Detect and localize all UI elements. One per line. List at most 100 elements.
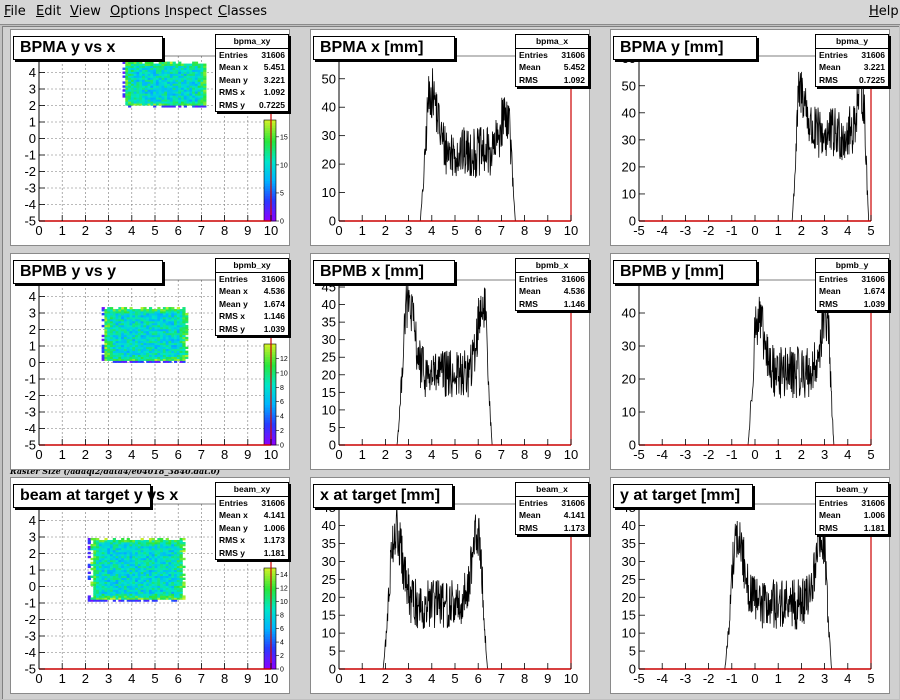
stats-value: 4.536	[263, 286, 285, 296]
colorbar-tick-label: 10	[280, 599, 288, 606]
pad-beam_xy[interactable]: 0 2 4 6 8 10 12 14 0 1 2 3 4 5 6 7 8 9 10 -5 -4 -3 -2 -1 0 1 2 3 4 be…	[10, 477, 290, 694]
y-tick-label: 5	[329, 644, 336, 659]
stats-key: RMS	[519, 74, 538, 85]
x-tick-label: -3	[680, 223, 692, 238]
plot-svg[interactable]: -5-4-3-2-1012345051015202530354045	[611, 478, 891, 695]
stats-key: Mean	[519, 286, 541, 296]
heatmap-cells	[122, 61, 207, 108]
y-tick-label: 15	[322, 608, 336, 623]
stats-value: 1.146	[263, 311, 285, 321]
stats-row: RMS x 1.092	[216, 86, 288, 99]
y-tick-label: 3	[29, 82, 36, 97]
x-tick-label: 3	[821, 223, 828, 238]
menu-view[interactable]: View	[70, 4, 101, 19]
pad-bpmb_xy[interactable]: 0 2 4 6 8 10 12 0 1 2 3 4 5 6 7 8 9 10 -5 -4 -3 -2 -1 0 1 2 3 4 BPMB…	[10, 253, 290, 470]
x-tick-label: 0	[35, 447, 42, 462]
x-tick-label: 5	[151, 447, 158, 462]
y-tick-label: 0	[29, 579, 36, 594]
plot-svg[interactable]: -5-4-3-2-10123450102030405060	[611, 30, 891, 247]
pad-beam_y[interactable]: -5-4-3-2-1012345051015202530354045y at t…	[610, 477, 890, 694]
stats-row: Entries 31606	[216, 497, 288, 510]
y-tick-label: 0	[29, 355, 36, 370]
menu-file[interactable]: File	[4, 4, 26, 19]
x-tick-label: -2	[703, 223, 715, 238]
colorbar-tick-label: 8	[280, 613, 284, 620]
plot-svg[interactable]: -5 -4 -3 -2 -1 0 1 2 3 4 5 0 10 20 30 40	[611, 254, 891, 471]
y-tick-label: 5	[629, 644, 636, 659]
stats-key: RMS x	[219, 311, 245, 321]
pad-beam_x[interactable]: 012345678910051015202530354045x at targe…	[310, 477, 590, 694]
y-tick-label: 40	[322, 518, 336, 533]
y-tick-label: -3	[24, 405, 36, 420]
stats-row: Entries 31606	[216, 49, 288, 62]
y-tick-label: 1	[29, 115, 36, 130]
x-tick-label: 3	[821, 671, 828, 686]
x-tick-label: 10	[264, 447, 278, 462]
stats-row: Mean x 4.536	[216, 285, 288, 298]
stats-key: Mean	[819, 510, 841, 520]
menu-classes[interactable]: Classes	[218, 4, 267, 19]
y-tick-label: 30	[622, 554, 636, 569]
stats-key: Entries	[819, 49, 848, 60]
histogram-line	[639, 65, 871, 222]
y-tick-label: 30	[322, 554, 336, 569]
y-tick-label: 30	[322, 128, 336, 143]
x-tick-label: 3	[405, 671, 412, 686]
y-tick-label: 0	[29, 131, 36, 146]
x-tick-label: -1	[726, 223, 738, 238]
y-tick-label: 35	[322, 315, 336, 330]
x-tick-label: 2	[798, 223, 805, 238]
y-tick-label: -4	[24, 645, 36, 660]
pad-bpma_xy[interactable]: 0 5 10 15 0 1 2 3 4 5 6 7 8 9 10 -5 -4 -3 -2 -1 0 1 2 3 4 BPMA y …	[10, 29, 290, 246]
x-tick-label: 4	[844, 447, 851, 462]
y-tick-label: 50	[322, 71, 336, 86]
stats-value: 4.536	[563, 286, 585, 296]
pad-title: y at target [mm]	[613, 484, 753, 508]
menu-inspect[interactable]: Inspect	[165, 4, 213, 19]
y-tick-label: 0	[329, 214, 336, 229]
colorbar-tick-label: 5	[280, 190, 284, 197]
x-tick-label: 5	[867, 447, 874, 462]
stats-box: bpmb_y Entries 31606 Mean 1.674 RMS 1.039	[815, 258, 889, 311]
stats-row: RMS x 1.173	[216, 534, 288, 547]
pad-bpma_x[interactable]: 0 1 2 3 4 5 6 7 8 9 10 0 10 20 30 40 50 BPMA x [mm] bpma_x…	[310, 29, 590, 246]
colorbar-tick-label: 6	[280, 399, 284, 406]
x-tick-label: 1	[359, 223, 366, 238]
y-tick-label: 2	[29, 546, 36, 561]
stats-key: Mean x	[219, 286, 248, 296]
pad-title: BPMA x [mm]	[313, 36, 455, 60]
pad-bpmb_y[interactable]: -5 -4 -3 -2 -1 0 1 2 3 4 5 0 10 20 30 40 BPMB y [mm] bpmb…	[610, 253, 890, 470]
stats-value: 1.146	[563, 298, 585, 309]
y-tick-label: 15	[622, 608, 636, 623]
stats-key: RMS x	[219, 535, 245, 545]
colorbar: 0 2 4 6 8 10 12 14	[263, 567, 288, 674]
x-tick-label: 0	[335, 447, 342, 462]
stats-row: RMS y 1.039	[216, 323, 288, 336]
colorbar-tick-label: 2	[280, 428, 284, 435]
y-tick-label: 40	[622, 306, 636, 321]
pad-bpmb_x[interactable]: 0 1 2 3 4 5 6 7 8 9 10 0 5 10 15 20 25 30 35 40 45 BPMB x [mm…	[310, 253, 590, 470]
x-tick-label: 2	[798, 671, 805, 686]
menu-edit[interactable]: Edit	[36, 4, 62, 19]
y-tick-label: 35	[622, 536, 636, 551]
x-tick-label: 4	[128, 447, 135, 462]
x-tick-label: 4	[428, 447, 435, 462]
x-tick-label: 5	[451, 447, 458, 462]
y-tick-label: 20	[622, 159, 636, 174]
x-tick-label: 1	[59, 223, 66, 238]
colorbar-tick-label: 4	[280, 640, 284, 647]
menu-help[interactable]: Help	[869, 4, 899, 19]
pad-bpma_y[interactable]: -5-4-3-2-10123450102030405060BPMA y [mm]…	[610, 29, 890, 246]
x-tick-label: 5	[867, 671, 874, 686]
x-tick-label: 7	[498, 671, 505, 686]
stats-value: 31606	[861, 49, 885, 60]
menu-options[interactable]: Options	[110, 4, 161, 19]
x-tick-label: 7	[198, 447, 205, 462]
stats-row: Mean 3.221	[816, 61, 888, 74]
y-tick-label: 4	[29, 513, 36, 528]
colorbar-tick-label: 0	[280, 219, 284, 226]
stats-box: beam_xy Entries 31606 Mean x 4.141 Mean y 1.00…	[215, 482, 289, 560]
axes: -5 -4 -3 -2 -1 0 1 2 3 4 5 0 10 20 30 40	[622, 279, 875, 462]
